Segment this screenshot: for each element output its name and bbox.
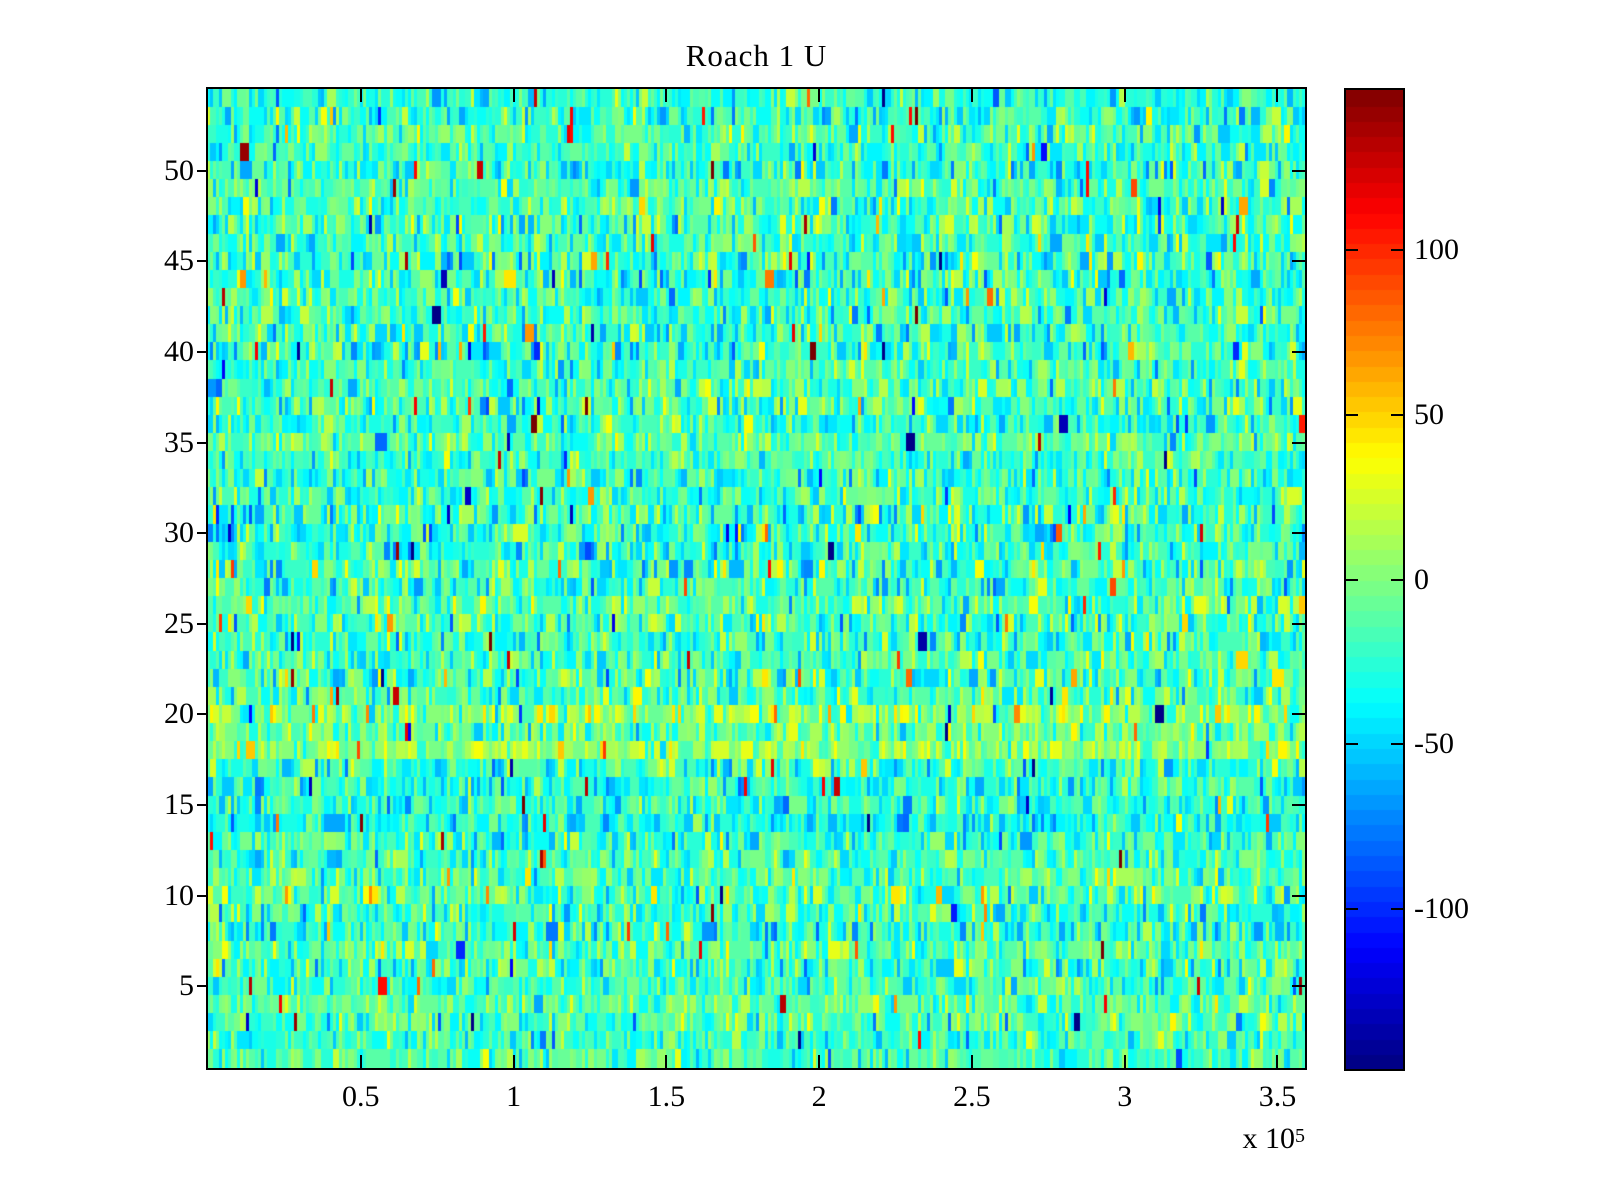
colorbar-tick-label: 0 <box>1414 563 1429 596</box>
y-tick-right <box>1292 532 1305 534</box>
colorbar-tick-right <box>1391 414 1403 416</box>
x-tick-bottom <box>971 1055 973 1068</box>
colorbar-tick-label: -100 <box>1414 892 1469 925</box>
y-tick-right <box>1292 804 1305 806</box>
x-tick-label: 3 <box>1117 1080 1133 1113</box>
colorbar-tick-left <box>1346 414 1358 416</box>
y-tick-left <box>197 985 206 987</box>
heatmap-image <box>208 89 1305 1068</box>
y-tick-right <box>1292 442 1305 444</box>
x-tick-bottom <box>1276 1055 1278 1068</box>
colorbar-tick-right <box>1391 249 1403 251</box>
colorbar-tick-right <box>1391 908 1403 910</box>
y-tick-left <box>197 351 206 353</box>
colorbar-tick-left <box>1346 743 1358 745</box>
x-tick-label: 0.5 <box>342 1080 380 1113</box>
colorbar-tick-right <box>1391 579 1403 581</box>
colorbar <box>1344 88 1405 1071</box>
x-tick-top <box>1124 89 1126 102</box>
y-tick-right <box>1292 985 1305 987</box>
y-tick-right <box>1292 351 1305 353</box>
y-tick-left <box>197 260 206 262</box>
colorbar-tick-left <box>1346 249 1358 251</box>
y-tick-label: 25 <box>164 606 194 640</box>
colorbar-tick-left <box>1346 579 1358 581</box>
colorbar-tick-label: 50 <box>1414 398 1444 431</box>
x-tick-top <box>513 89 515 102</box>
x-tick-label: 1.5 <box>647 1080 686 1113</box>
x-tick-label: 2.5 <box>953 1080 991 1113</box>
x-axis-exponent-label: x 105 <box>1145 1122 1306 1156</box>
y-tick-left <box>197 804 206 806</box>
x-tick-label: 1 <box>506 1080 522 1113</box>
colorbar-tick-label: 100 <box>1414 233 1459 266</box>
y-tick-label: 30 <box>164 516 194 550</box>
colorbar-tick-label: -50 <box>1414 727 1454 760</box>
heatmap-plot-area <box>197 87 1307 1070</box>
colorbar-tick-right <box>1391 743 1403 745</box>
y-tick-label: 5 <box>179 969 194 1003</box>
x-tick-label: 2 <box>811 1080 827 1113</box>
y-tick-label: 15 <box>164 788 194 822</box>
y-tick-left <box>197 442 206 444</box>
y-tick-left <box>197 623 206 625</box>
y-tick-left <box>197 532 206 534</box>
colorbar-tick-left <box>1346 908 1358 910</box>
x-tick-top <box>818 89 820 102</box>
x-tick-bottom <box>513 1055 515 1068</box>
y-tick-label: 20 <box>164 697 194 731</box>
x-tick-bottom <box>1124 1055 1126 1068</box>
exponent-value: 5 <box>1295 1125 1305 1147</box>
y-tick-left <box>197 170 206 172</box>
x-tick-bottom <box>665 1055 667 1068</box>
y-tick-right <box>1292 260 1305 262</box>
y-tick-left <box>197 895 206 897</box>
y-tick-label: 50 <box>164 153 194 187</box>
y-tick-label: 10 <box>164 878 194 912</box>
x-tick-bottom <box>818 1055 820 1068</box>
exponent-prefix: x 10 <box>1242 1122 1296 1155</box>
x-tick-label: 3.5 <box>1258 1080 1297 1113</box>
y-tick-right <box>1292 713 1305 715</box>
chart-title: Roach 1 U <box>685 38 828 73</box>
x-tick-top <box>1276 89 1278 102</box>
y-tick-label: 40 <box>164 334 194 368</box>
y-tick-label: 35 <box>164 425 194 459</box>
y-tick-right <box>1292 170 1305 172</box>
y-tick-left <box>197 713 206 715</box>
y-tick-right <box>1292 623 1305 625</box>
y-tick-label: 45 <box>164 244 194 278</box>
x-tick-bottom <box>360 1055 362 1068</box>
x-tick-top <box>971 89 973 102</box>
y-tick-right <box>1292 895 1305 897</box>
x-tick-top <box>360 89 362 102</box>
x-tick-top <box>665 89 667 102</box>
